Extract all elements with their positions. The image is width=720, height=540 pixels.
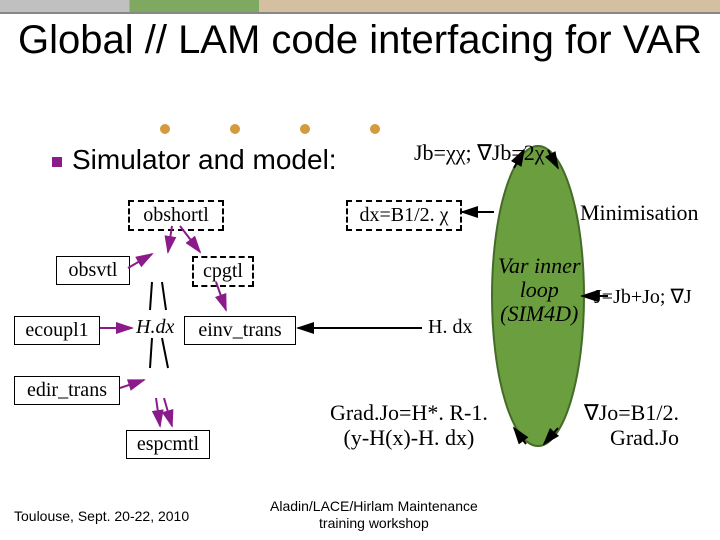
bullet-text: Simulator and model:	[72, 144, 337, 175]
node-hdx-right: H. dx	[428, 316, 472, 339]
node-edir-trans: edir_trans	[14, 376, 120, 405]
bullet-square-icon	[52, 157, 62, 167]
bullet-line: Simulator and model:	[52, 144, 337, 176]
label-minimisation: Minimisation	[580, 200, 699, 226]
label-grad-jo: Grad.Jo=H*. R-1. (y-H(x)-H. dx)	[330, 400, 488, 451]
var-inner-l2: loop	[498, 278, 581, 302]
grad-jo-l1: Grad.Jo=H*. R-1.	[330, 400, 488, 425]
footer-mid: Aladin/LACE/Hirlam Maintenance training …	[270, 498, 478, 532]
label-j: J=Jb+Jo; ∇J	[594, 284, 692, 309]
grad-jo-l2: (y-H(x)-H. dx)	[330, 425, 488, 450]
node-hdx-left: H.dx	[136, 316, 174, 339]
node-ecoupl1: ecoupl1	[14, 316, 100, 345]
node-dx-b12: dx=B1/2. χ	[346, 200, 462, 231]
node-obsvtl: obsvtl	[56, 256, 130, 285]
slide-title: Global // LAM code interfacing for VAR	[0, 18, 720, 62]
node-cpgtl: cpgtl	[192, 256, 254, 287]
node-espcmtl: espcmtl	[126, 430, 210, 459]
footer-left: Toulouse, Sept. 20-22, 2010	[14, 508, 189, 524]
var-inner-l3: (SIM4D)	[498, 302, 581, 326]
top-stripe	[0, 0, 720, 14]
footer-mid-l2: training workshop	[270, 515, 478, 532]
footer-mid-l1: Aladin/LACE/Hirlam Maintenance	[270, 498, 478, 515]
node-obshortl: obshortl	[128, 200, 224, 231]
nabla-jo-l1: ∇Jo=B1/2.	[584, 400, 679, 425]
label-nabla-jo: ∇Jo=B1/2. Grad.Jo	[584, 400, 679, 451]
var-inner-l1: Var inner	[498, 254, 581, 278]
separator-dots	[0, 124, 720, 134]
node-einv-trans: einv_trans	[184, 316, 296, 345]
label-var-inner-loop: Var inner loop (SIM4D)	[498, 254, 581, 327]
label-jb: Jb=χχ; ∇Jb=2χ	[414, 140, 545, 166]
nabla-jo-l2: Grad.Jo	[584, 425, 679, 450]
